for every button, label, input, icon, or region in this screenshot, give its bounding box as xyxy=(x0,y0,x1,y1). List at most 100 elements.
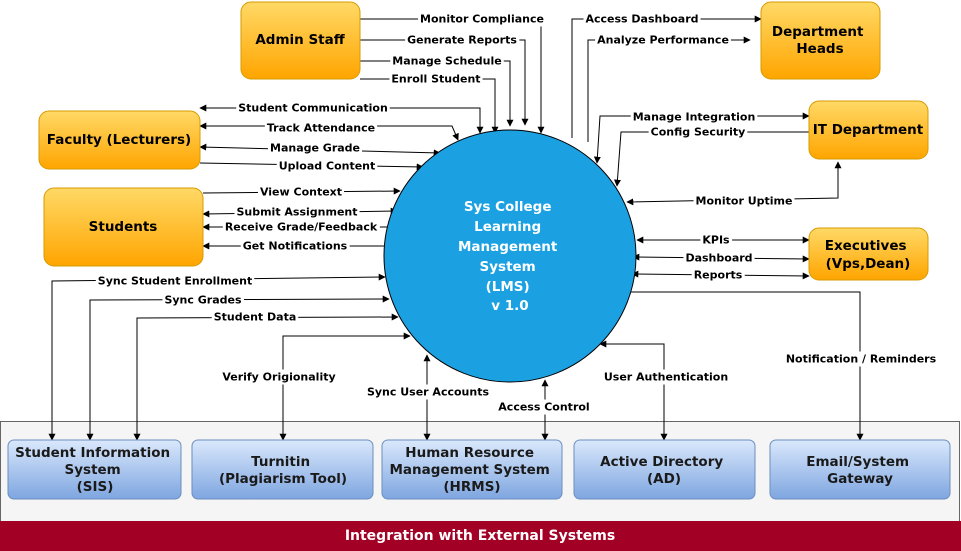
flow-label-background xyxy=(276,158,378,174)
flow-label-text: Get Notifications xyxy=(243,240,348,253)
flow-label-verify-originality: Verify Origionality xyxy=(220,369,338,385)
flow-label-background xyxy=(691,267,745,283)
flow-label-text: Manage Integration xyxy=(633,111,756,124)
flow-label-background xyxy=(418,11,546,27)
flow-label-monitor-uptime: Monitor Uptime xyxy=(693,193,795,209)
flow-label-background xyxy=(390,53,504,69)
actor-admin-staff[interactable]: Admin Staff xyxy=(240,1,361,80)
flow-label-text: Dashboard xyxy=(685,252,752,265)
flow-label-text: Monitor Uptime xyxy=(696,195,793,208)
flow-label-text: Upload Content xyxy=(279,160,376,173)
flow-label-text: Sync Student Enrollment xyxy=(98,275,252,288)
lms-line: Sys College xyxy=(464,199,552,215)
flow-label-background xyxy=(257,184,345,200)
flow-label-background xyxy=(220,369,338,385)
flow-label-sync-grades: Sync Grades xyxy=(162,292,244,308)
actor-label: Faculty (Lecturers) xyxy=(47,132,191,148)
flow-user-authentication xyxy=(599,340,668,441)
flow-label-access-dashboard: Access Dashboard xyxy=(583,11,701,27)
flow-label-background xyxy=(236,100,390,116)
flow-label-monitor-compliance: Monitor Compliance xyxy=(418,11,546,27)
flow-label-user-authentication: User Authentication xyxy=(601,369,731,385)
actor-executives[interactable]: Executives (Vps,Dean) xyxy=(808,227,929,281)
flow-label-background xyxy=(648,124,748,140)
flow-label-text: Track Attendance xyxy=(267,122,375,135)
flow-label-enroll-student: Enroll Student xyxy=(389,71,483,87)
flow-label-track-attendance: Track Attendance xyxy=(264,120,378,136)
flow-label-text: Submit Assignment xyxy=(236,206,357,219)
actor-label: Admin Staff xyxy=(255,32,345,48)
flow-labels-layer: Monitor Compliance Generate Reports Manage… xyxy=(95,11,939,415)
flow-label-manage-grade: Manage Grade xyxy=(268,140,362,156)
lms-line: Learning xyxy=(474,219,541,235)
lms-system[interactable]: Sys College Learning Management System (… xyxy=(383,129,637,383)
external-turnitin[interactable]: Turnitin (Plagiarism Tool) xyxy=(191,439,374,500)
flow-label-text: KPIs xyxy=(702,234,730,247)
flow-label-background xyxy=(405,32,520,48)
flow-label-text: Notification / Reminders xyxy=(786,353,937,366)
actor-department-heads[interactable]: Department Heads xyxy=(760,1,881,80)
external-hrms[interactable]: Human Resource Management System (HRMS) xyxy=(381,439,563,500)
external-active-directory[interactable]: Active Directory (AD) xyxy=(573,439,756,500)
flow-label-background xyxy=(264,120,378,136)
flow-student-data xyxy=(133,313,399,441)
actor-label: IT Department xyxy=(813,122,924,138)
flow-label-background xyxy=(583,11,701,27)
flow-label-text: Analyze Performance xyxy=(597,34,729,47)
flow-label-config-security: Config Security xyxy=(648,124,748,140)
flow-notification-reminders xyxy=(623,291,864,441)
external-sis[interactable]: Student Information System (SIS) xyxy=(7,439,182,500)
flow-label-dashboard: Dashboard xyxy=(683,250,755,266)
flow-label-kpis: KPIs xyxy=(700,232,733,248)
external-label: Email/System Gateway xyxy=(806,454,914,487)
flow-manage-schedule xyxy=(360,60,514,127)
actor-students[interactable]: Students xyxy=(43,187,204,267)
external-label: Turnitin (Plagiarism Tool) xyxy=(219,454,347,487)
external-email-gateway[interactable]: Email/System Gateway xyxy=(769,439,951,500)
flow-label-sync-enrollment: Sync Student Enrollment xyxy=(95,273,255,289)
flow-label-text: Receive Grade/Feedback xyxy=(225,221,378,234)
flow-label-background xyxy=(693,193,795,209)
actor-it-department[interactable]: IT Department xyxy=(808,100,929,160)
flow-label-text: Access Dashboard xyxy=(585,13,698,26)
flow-sync-enrollment xyxy=(48,273,386,441)
flow-label-student-data: Student Data xyxy=(211,309,299,325)
actor-label: Students xyxy=(89,219,158,235)
flow-label-background xyxy=(630,109,758,125)
flow-label-background xyxy=(222,219,380,235)
flow-label-manage-integration: Manage Integration xyxy=(630,109,758,125)
lms-line: System xyxy=(480,259,536,275)
flow-label-text: Reports xyxy=(694,269,743,282)
flow-label-text: View Context xyxy=(260,186,342,199)
flow-label-notification-reminders: Notification / Reminders xyxy=(783,351,939,367)
actor-label: Department Heads xyxy=(772,24,868,57)
lms-line: v 1.0 xyxy=(491,298,528,314)
flow-label-text: Generate Reports xyxy=(407,34,517,47)
flow-label-submit-assignment: Submit Assignment xyxy=(234,204,360,220)
flow-label-text: Sync Grades xyxy=(164,294,241,307)
flow-label-text: Sync User Accounts xyxy=(367,386,490,399)
footer-title: Integration with External Systems xyxy=(345,528,615,544)
lms-system-label: Sys College Learning Management System (… xyxy=(458,199,562,314)
flow-label-background xyxy=(783,351,939,367)
flow-label-sync-user-accounts: Sync User Accounts xyxy=(364,384,492,400)
actor-faculty[interactable]: Faculty (Lecturers) xyxy=(38,110,201,170)
flow-label-background xyxy=(234,204,360,220)
flow-label-background xyxy=(496,399,592,415)
flow-label-upload-content: Upload Content xyxy=(276,158,378,174)
flow-label-receive-grade: Receive Grade/Feedback xyxy=(222,219,380,235)
flow-label-get-notifications: Get Notifications xyxy=(240,238,350,254)
flow-sync-grades xyxy=(86,295,390,441)
flow-label-text: Student Communication xyxy=(238,102,388,115)
flow-label-reports: Reports xyxy=(691,267,745,283)
external-label: Human Resource Management System (HRMS) xyxy=(389,445,554,495)
flow-label-text: Manage Schedule xyxy=(392,55,501,68)
flow-label-background xyxy=(211,309,299,325)
external-label: Student Information System (SIS) xyxy=(15,445,175,495)
actor-label: Executives (Vps,Dean) xyxy=(825,238,911,272)
flow-label-background xyxy=(595,32,731,48)
flow-label-generate-reports: Generate Reports xyxy=(405,32,520,48)
flow-label-background xyxy=(700,232,733,248)
flow-label-background xyxy=(601,369,731,385)
